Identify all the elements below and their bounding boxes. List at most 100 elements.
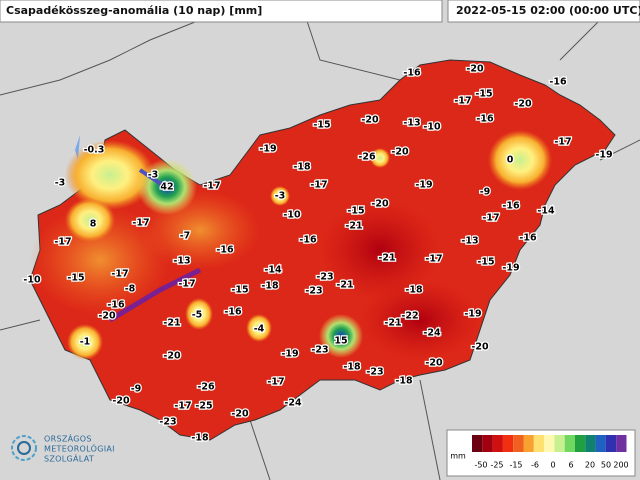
colorbar: -50 -25 -15 -6 0 6 20 50 200 [472,435,629,470]
colorbar-cell [492,435,503,452]
legend-tick-label: -15 [509,461,522,470]
colorbar-cell [585,435,596,452]
station-value: -26 [197,382,215,393]
station-value: -24 [284,398,302,409]
station-value: -20 [231,409,249,420]
station-value: -19 [415,180,432,191]
station-value: 0 [507,155,514,166]
legend-unit: mm [450,452,466,461]
logo-text: ORSZÁGOS [44,433,92,444]
station-value: -9 [480,187,491,198]
station-value: 42 [160,182,173,193]
station-value: -20 [163,351,181,362]
station-value: -18 [405,285,423,296]
station-value: -16 [107,300,125,311]
station-value: -15 [477,257,494,268]
station-value: -18 [293,162,311,173]
legend-tick-label: -25 [490,461,503,470]
field [30,205,170,315]
logo-icon [11,435,37,461]
station-value: -19 [281,349,298,360]
station-value: -25 [195,401,212,412]
field [370,148,390,168]
time-box [447,0,640,23]
colorbar-cell [554,435,565,452]
timestamp: 2022-05-15 02:00 (00:00 UTC) [456,4,640,17]
lake [138,168,172,192]
station-value: -16 [224,307,242,318]
logo-text: SZOLGÁLAT [44,453,94,464]
station-value: -15 [67,273,84,284]
station-value: -16 [476,114,494,125]
title-box [0,0,443,23]
station-value: -20 [425,358,443,369]
station-value: -21 [163,318,180,329]
station-value: -17 [267,377,284,388]
colorbar-cell [564,435,575,452]
colorbar-cell [575,435,586,452]
logo: ORSZÁGOS METEOROLÓGIAI SZOLGÁLAT [11,433,115,464]
field [270,186,290,206]
legend-tick-label: -50 [474,461,487,470]
station-value: -17 [132,218,149,229]
title: Csapadékösszeg-anomália (10 nap) [mm] [6,4,262,17]
legend-tick-label: 0 [550,461,555,470]
station-value: -15 [347,206,364,217]
colorbar-cell [523,435,534,452]
legend-tick-label: 6 [568,461,573,470]
colorbar-cell [544,435,555,452]
station-value: -19 [464,309,481,320]
legend-tick-label: 200 [613,461,628,470]
field [488,130,552,190]
station-value: -16 [519,233,537,244]
station-value: -21 [345,221,362,232]
station-value: -20 [98,311,116,322]
field [67,324,103,360]
station-value: -15 [475,89,492,100]
station-value: -20 [514,99,532,110]
legend-tick-label: 50 [601,461,611,470]
field [185,298,213,330]
colorbar-cell [533,435,545,452]
colorbar-cell [605,435,617,452]
field [65,198,115,242]
station-value: -20 [471,342,489,353]
station-value: -16 [299,235,317,246]
station-value: -13 [461,236,478,247]
field [320,200,440,300]
station-value: -7 [180,231,191,242]
colorbar-cell [472,435,483,452]
station-value: -20 [361,115,379,126]
station-value: -4 [254,324,265,335]
station-value: -17 [174,401,191,412]
station-value: -18 [395,376,413,387]
station-value: -8 [125,284,136,295]
station-value: -19 [595,150,612,161]
station-value: -23 [316,272,333,283]
station-value: -23 [311,345,328,356]
station-value: -17 [425,254,442,265]
station-value: -3 [148,170,159,181]
logo-icon [17,441,31,455]
station-value: -1 [80,337,91,348]
station-value: -17 [203,181,220,192]
legend-tick-label: -6 [531,461,539,470]
station-value: -21 [384,318,401,329]
station-value: -19 [502,263,519,274]
station-value: -20 [112,396,130,407]
station-value: -24 [423,328,441,339]
station-value: -23 [366,367,383,378]
station-value: -9 [131,384,142,395]
station-value: -17 [310,180,327,191]
station-value: -23 [159,417,176,428]
station-value: -5 [192,310,203,321]
station-value: -18 [261,281,279,292]
station-value: 8 [90,219,97,230]
station-value: -22 [401,311,418,322]
station-value: 15 [334,336,347,347]
stations: -16 -20-16-17-15-20-16-20 -13 -10-15-17-19-… [22,62,614,445]
field [319,314,363,358]
station-value: -20 [466,64,484,75]
